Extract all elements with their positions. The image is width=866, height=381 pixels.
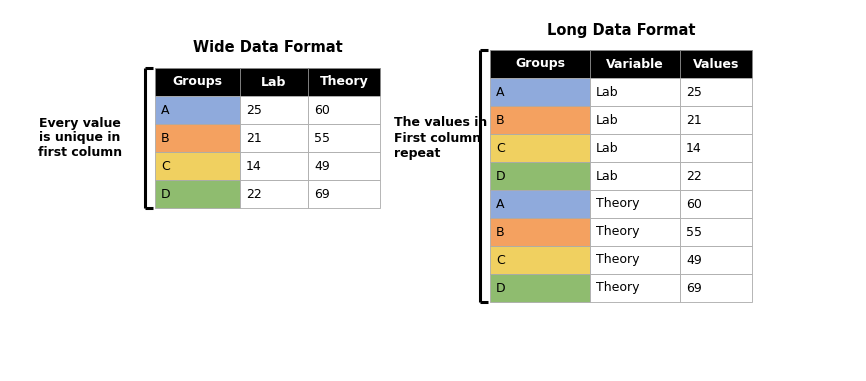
Text: 55: 55 bbox=[686, 226, 702, 239]
Bar bbox=[155, 124, 240, 152]
Text: 55: 55 bbox=[314, 131, 330, 144]
Text: Theory: Theory bbox=[596, 197, 639, 210]
Bar bbox=[680, 50, 752, 78]
Text: 25: 25 bbox=[686, 85, 701, 99]
Bar bbox=[240, 68, 308, 96]
Bar bbox=[308, 68, 380, 96]
Bar bbox=[590, 134, 680, 162]
Bar bbox=[155, 180, 240, 208]
Text: A: A bbox=[496, 85, 505, 99]
Text: Theory: Theory bbox=[596, 282, 639, 295]
Bar bbox=[308, 96, 380, 124]
Bar bbox=[590, 78, 680, 106]
Text: Long Data Format: Long Data Format bbox=[546, 22, 695, 37]
Text: A: A bbox=[496, 197, 505, 210]
Bar bbox=[590, 106, 680, 134]
Text: 69: 69 bbox=[686, 282, 701, 295]
Bar bbox=[155, 68, 240, 96]
Bar bbox=[680, 106, 752, 134]
Bar bbox=[590, 274, 680, 302]
Bar bbox=[490, 134, 590, 162]
Bar bbox=[490, 218, 590, 246]
Bar bbox=[490, 78, 590, 106]
Text: Groups: Groups bbox=[172, 75, 223, 88]
Text: C: C bbox=[161, 160, 170, 173]
Text: 69: 69 bbox=[314, 187, 330, 200]
Text: 14: 14 bbox=[246, 160, 262, 173]
Bar bbox=[680, 190, 752, 218]
Bar bbox=[490, 162, 590, 190]
Text: 60: 60 bbox=[686, 197, 701, 210]
Bar bbox=[680, 218, 752, 246]
Bar bbox=[590, 190, 680, 218]
Text: 60: 60 bbox=[314, 104, 330, 117]
Bar bbox=[490, 106, 590, 134]
Bar bbox=[308, 152, 380, 180]
Text: 22: 22 bbox=[686, 170, 701, 182]
Bar bbox=[680, 162, 752, 190]
Text: Theory: Theory bbox=[320, 75, 368, 88]
Text: D: D bbox=[496, 170, 506, 182]
Text: Lab: Lab bbox=[596, 85, 618, 99]
Text: Lab: Lab bbox=[262, 75, 287, 88]
Text: Lab: Lab bbox=[596, 114, 618, 126]
Text: C: C bbox=[496, 141, 505, 155]
Bar bbox=[155, 96, 240, 124]
Bar bbox=[240, 96, 308, 124]
Text: 49: 49 bbox=[686, 253, 701, 266]
Bar bbox=[590, 50, 680, 78]
Bar bbox=[590, 218, 680, 246]
Text: B: B bbox=[161, 131, 170, 144]
Bar bbox=[240, 152, 308, 180]
Text: Theory: Theory bbox=[596, 253, 639, 266]
Text: D: D bbox=[496, 282, 506, 295]
Bar bbox=[680, 246, 752, 274]
Text: 25: 25 bbox=[246, 104, 262, 117]
Text: 22: 22 bbox=[246, 187, 262, 200]
Bar bbox=[590, 246, 680, 274]
Bar bbox=[490, 274, 590, 302]
Text: Lab: Lab bbox=[596, 170, 618, 182]
Text: B: B bbox=[496, 226, 505, 239]
Text: Groups: Groups bbox=[515, 58, 565, 70]
Text: Wide Data Format: Wide Data Format bbox=[192, 40, 342, 56]
Bar bbox=[155, 152, 240, 180]
Text: 49: 49 bbox=[314, 160, 330, 173]
Text: Every value
is unique in
first column: Every value is unique in first column bbox=[38, 117, 122, 160]
Text: Variable: Variable bbox=[606, 58, 664, 70]
Text: D: D bbox=[161, 187, 171, 200]
Text: The values in
First column
repeat: The values in First column repeat bbox=[394, 117, 488, 160]
Text: 21: 21 bbox=[246, 131, 262, 144]
Bar bbox=[590, 162, 680, 190]
Text: B: B bbox=[496, 114, 505, 126]
Bar bbox=[490, 190, 590, 218]
Bar bbox=[240, 124, 308, 152]
Text: Values: Values bbox=[693, 58, 740, 70]
Bar bbox=[240, 180, 308, 208]
Bar bbox=[680, 274, 752, 302]
Bar bbox=[308, 124, 380, 152]
Bar bbox=[680, 78, 752, 106]
Bar bbox=[308, 180, 380, 208]
Text: C: C bbox=[496, 253, 505, 266]
Text: 21: 21 bbox=[686, 114, 701, 126]
Text: A: A bbox=[161, 104, 170, 117]
Text: 14: 14 bbox=[686, 141, 701, 155]
Bar bbox=[490, 246, 590, 274]
Text: Lab: Lab bbox=[596, 141, 618, 155]
Bar bbox=[490, 50, 590, 78]
Bar bbox=[680, 134, 752, 162]
Text: Theory: Theory bbox=[596, 226, 639, 239]
